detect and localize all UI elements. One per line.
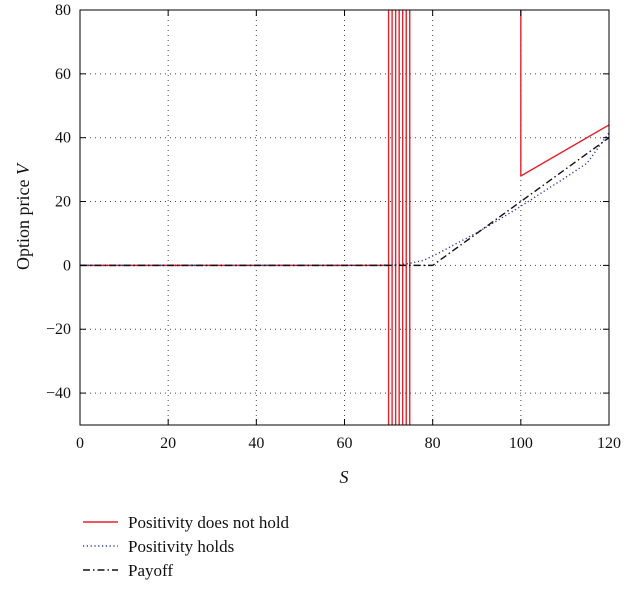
series-line-0 [520,10,609,177]
x-tick-label: 120 [597,435,621,452]
x-tick-label: 100 [509,435,533,452]
y-tick-label: 40 [55,130,71,147]
y-tick-label: 20 [55,194,71,211]
y-axis-label: Option price V [13,162,33,270]
grid-lines [80,10,609,425]
plot-frame [79,9,610,426]
y-tick-label: −20 [46,321,71,338]
legend-label-0: Positivity does not hold [128,513,290,532]
legend: Positivity does not hold Positivity holds… [83,513,290,580]
y-axis-label-text: Option price [13,175,33,270]
series-layer [80,10,609,425]
legend-label-1: Positivity holds [128,537,234,556]
y-tick-label: 80 [55,2,71,19]
x-tick-label: 0 [76,435,84,452]
x-axis-label: S [340,467,349,487]
x-tick-labels: 0 20 40 60 80 100 120 [76,435,621,452]
y-tick-labels: −40 −20 0 20 40 60 80 [46,2,71,402]
legend-label-2: Payoff [128,561,173,580]
x-tick-label: 20 [160,435,176,452]
x-tick-label: 60 [337,435,353,452]
y-axis-label-variable: V [13,162,33,175]
x-tick-label: 40 [248,435,264,452]
y-tick-label: 60 [55,66,71,83]
series-0 [80,10,609,425]
series-line-2 [80,137,609,267]
series-2 [80,137,609,267]
y-tick-label: 0 [63,257,71,274]
axis-ticks [79,9,610,425]
x-tick-label: 80 [425,435,441,452]
y-tick-label: −40 [46,385,71,402]
